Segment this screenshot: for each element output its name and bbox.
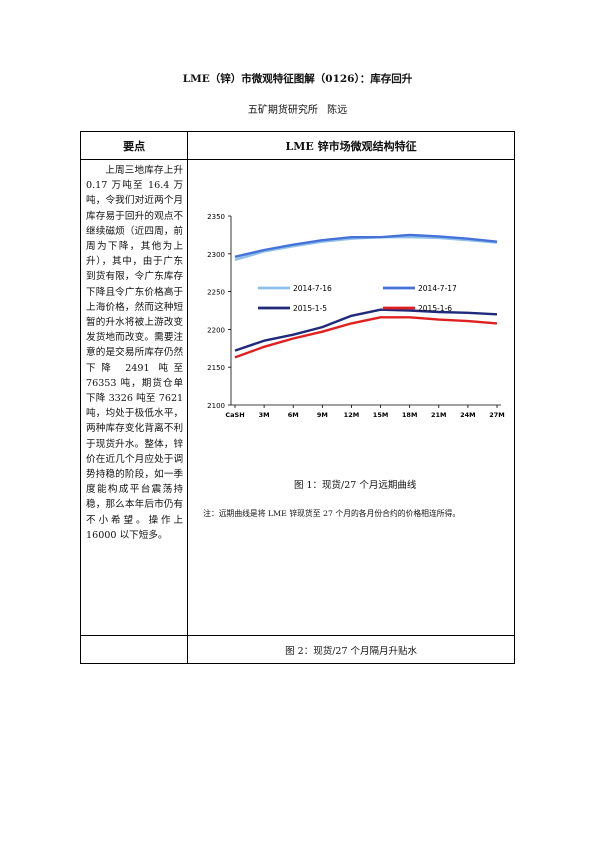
series-line-3 [234, 308, 498, 352]
forward-curve-chart: 2100 2150 2200 2250 2300 2350 CaSH 3M 6M 9M 12M 15M… [207, 213, 505, 419]
y-tick-label: 2100 [207, 402, 225, 410]
figure-1-note: 注：远期曲线是将 LME 锌现货至 27 个月的各月份合约的价格相连所得。 [203, 509, 461, 518]
x-tick-label: 21M [431, 411, 447, 418]
figure-1-caption: 图 1：现货/27 个月远期曲线 [293, 480, 417, 491]
x-tick-label: 24M [460, 411, 476, 418]
document-author: 五矿期货研究所 陈远 [247, 105, 348, 116]
content-table: 要点 LME 锌市场微观结构特征 上周三地库存上升 0.17 万吨至 16.4 … [79, 131, 518, 664]
chart-cell: 2100 2150 2200 2250 2300 2350 CaSH 3M 6M 9M 12M 15M… [187, 159, 518, 636]
x-tick-label: 9M [317, 411, 328, 418]
y-tick-label: 2300 [207, 251, 225, 259]
x-tick-label: CaSH [226, 411, 245, 418]
legend-label: 2014-7-17 [418, 284, 457, 293]
figure-2-caption: 图 2：现货/27 个月隔月升贴水 [187, 635, 515, 664]
chart-container: 2100 2150 2200 2250 2300 2350 CaSH 3M 6M 9M 12M 15M… [193, 208, 518, 422]
document-title: LME（锌）市微观特征图解（0126）：库存回升 [182, 73, 413, 85]
x-tick-label: 3M [259, 411, 270, 418]
y-tick-label: 2150 [207, 364, 225, 372]
legend-label: 2014-7-16 [293, 284, 332, 293]
key-points-text: 上周三地库存上升 0.17 万吨至 16.4 万吨，令我们对近两个月库存易于回升… [79, 159, 189, 636]
x-tick-label: 15M [373, 411, 389, 418]
header-key-points: 要点 [79, 131, 189, 160]
x-tick-label: 18M [402, 411, 418, 418]
header-micro-structure: LME 锌市场微观结构特征 [187, 131, 515, 160]
y-tick-label: 2200 [207, 326, 225, 334]
x-tick-label: 12M [344, 411, 360, 418]
y-tick-label: 2350 [207, 213, 225, 221]
empty-cell [79, 635, 189, 664]
series-line-4 [234, 316, 498, 359]
y-tick-label: 2250 [207, 289, 225, 297]
x-tick-label: 27M [489, 411, 505, 418]
legend-label: 2015-1-5 [293, 304, 327, 313]
series-line-2 [234, 233, 498, 258]
x-tick-label: 6M [288, 411, 299, 418]
legend-label: 2015-1-6 [418, 304, 452, 313]
